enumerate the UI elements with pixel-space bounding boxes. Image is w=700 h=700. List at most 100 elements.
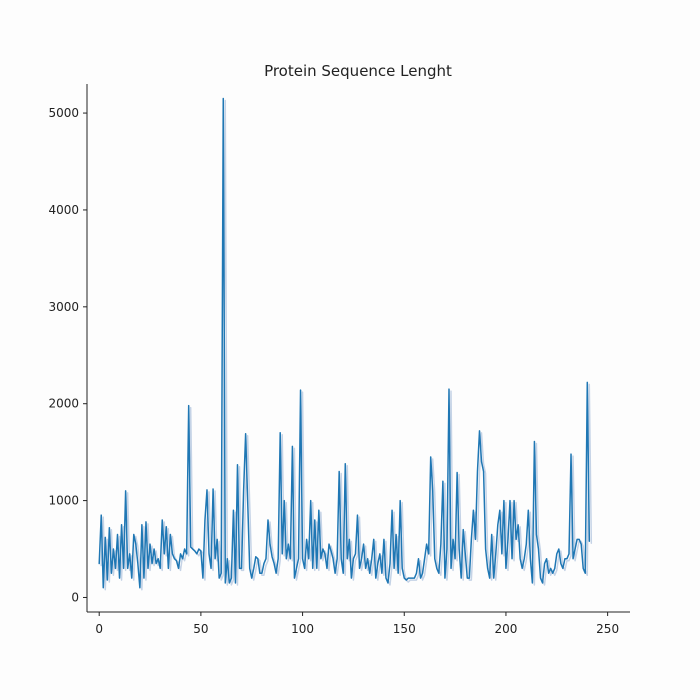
data-point (109, 527, 111, 529)
data-point (204, 519, 206, 521)
data-point (473, 509, 475, 511)
data-point (444, 577, 446, 579)
data-point (233, 509, 235, 511)
data-point (263, 563, 265, 565)
data-point (489, 577, 491, 579)
data-point (373, 539, 375, 541)
data-point (196, 553, 198, 555)
data-point (536, 534, 538, 536)
data-point (127, 568, 129, 570)
data-point (574, 548, 576, 550)
y-tick-label: 2000 (48, 397, 79, 411)
data-point (102, 587, 104, 589)
data-point (467, 577, 469, 579)
data-point (163, 553, 165, 555)
data-point (454, 558, 456, 560)
data-point (251, 577, 253, 579)
data-point (216, 539, 218, 541)
y-tick-label: 4000 (48, 203, 79, 217)
data-point (133, 534, 135, 536)
data-point (497, 524, 499, 526)
data-point (159, 568, 161, 570)
data-point (389, 563, 391, 565)
data-point (125, 490, 127, 492)
data-point (469, 577, 471, 579)
y-axis-ticks: 0 1000 2000 3000 4000 5000 (48, 106, 87, 604)
data-point (316, 568, 318, 570)
data-point (586, 382, 588, 384)
data-point (139, 587, 141, 589)
data-point (475, 539, 477, 541)
data-point (314, 519, 316, 521)
data-point (176, 560, 178, 562)
data-point (153, 548, 155, 550)
data-point (172, 553, 174, 555)
data-point (560, 563, 562, 565)
data-point (513, 500, 515, 502)
data-point (471, 539, 473, 541)
data-point (330, 550, 332, 552)
data-point (220, 572, 222, 574)
data-point (383, 539, 385, 541)
data-point (440, 543, 442, 545)
data-point (347, 558, 349, 560)
data-point (214, 558, 216, 560)
data-point (170, 534, 172, 536)
data-point (113, 548, 115, 550)
data-point (538, 548, 540, 550)
data-point (253, 568, 255, 570)
data-point (519, 558, 521, 560)
data-point (117, 534, 119, 536)
x-tick-label: 50 (193, 622, 208, 636)
data-point (503, 500, 505, 502)
data-point (395, 534, 397, 536)
data-point (310, 500, 312, 502)
data-point (306, 539, 308, 541)
data-point (584, 572, 586, 574)
data-point (387, 582, 389, 584)
data-point (460, 577, 462, 579)
data-point (182, 558, 184, 560)
data-point (361, 558, 363, 560)
data-point (98, 563, 100, 565)
data-point (485, 548, 487, 550)
data-point (379, 553, 381, 555)
data-point (149, 543, 151, 545)
data-point (353, 558, 355, 560)
data-point (245, 433, 247, 435)
x-tick-label: 100 (291, 622, 314, 636)
data-point (188, 405, 190, 407)
data-point (115, 568, 117, 570)
data-point (363, 543, 365, 545)
data-point (408, 577, 410, 579)
data-point (326, 568, 328, 570)
data-point (271, 556, 273, 558)
data-point (121, 524, 123, 526)
data-point (198, 548, 200, 550)
data-point (499, 509, 501, 511)
data-point (582, 568, 584, 570)
data-point (227, 558, 229, 560)
data-point (119, 577, 121, 579)
data-point (186, 553, 188, 555)
data-point (224, 582, 226, 584)
data-point (405, 579, 407, 581)
data-point (355, 553, 357, 555)
data-point (442, 480, 444, 482)
data-point (184, 548, 186, 550)
data-point (192, 548, 194, 550)
data-point (267, 519, 269, 521)
data-point (530, 558, 532, 560)
data-point (269, 543, 271, 545)
data-point (589, 540, 591, 542)
data-point (438, 572, 440, 574)
data-point (477, 471, 479, 473)
data-point (556, 553, 558, 555)
data-point (458, 548, 460, 550)
data-point (135, 543, 137, 545)
data-point (235, 582, 237, 584)
data-point (509, 500, 511, 502)
data-point (375, 577, 377, 579)
data-point (436, 568, 438, 570)
data-point (166, 526, 168, 528)
